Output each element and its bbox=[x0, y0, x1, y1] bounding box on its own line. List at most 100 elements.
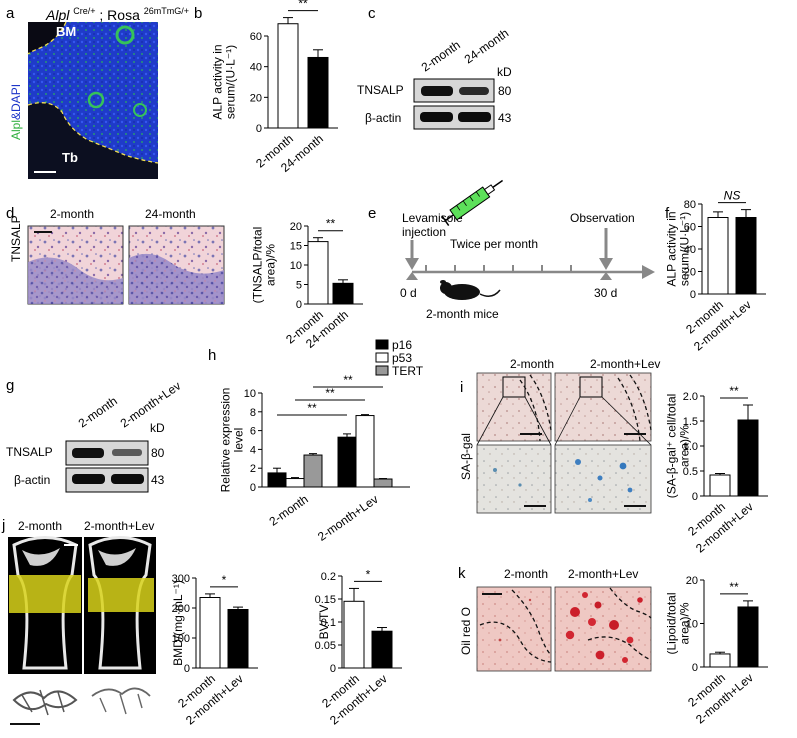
panel-e-injection-line2: injection bbox=[402, 225, 446, 239]
bar-j2-2-month bbox=[343, 600, 365, 669]
panel-a-green-vessel bbox=[115, 25, 135, 45]
bar-d-2-month bbox=[307, 241, 329, 305]
panel-a-label-tb: Tb bbox=[62, 150, 78, 165]
panel-k: k 2-month 2-month+Lev Oil red O bbox=[458, 565, 652, 672]
panel-a-label-bm: BM bbox=[56, 24, 76, 39]
significance-label-j2: * bbox=[366, 567, 371, 581]
panel-d-img-title-1: 2-month bbox=[50, 207, 94, 221]
panel-e-end: 30 d bbox=[594, 286, 617, 300]
y-tick-label-i: 2.0 bbox=[683, 391, 698, 403]
panel-c-row-label-2: β-actin bbox=[365, 111, 401, 125]
panel-k-row-label: Oil red O bbox=[459, 607, 473, 655]
panel-g-band bbox=[111, 474, 144, 484]
panel-j-roi bbox=[9, 575, 81, 613]
panel-a-title-sup1: Cre/+ bbox=[73, 6, 95, 16]
panel-c: c 2-month 24-month kD TNSALP β-actin 80 … bbox=[357, 5, 512, 130]
y-tick-label-h: 2 bbox=[250, 463, 256, 475]
panel-g-band bbox=[72, 448, 104, 458]
panel-letter-f: f bbox=[665, 205, 670, 222]
panel-e-start: 0 d bbox=[400, 286, 417, 300]
y-tick-label-b: 60 bbox=[250, 31, 262, 43]
y-tick-label-j2: 0.05 bbox=[315, 640, 336, 652]
panel-k-image-lev bbox=[554, 586, 652, 672]
panel-g-kd-1: 80 bbox=[151, 446, 165, 460]
y-axis-label-d: area)/% bbox=[264, 244, 278, 286]
panel-c-row-label-1: TNSALP bbox=[357, 83, 404, 97]
panel-c-kd-1: 80 bbox=[498, 84, 512, 98]
y-tick-label-k: 0 bbox=[692, 662, 698, 674]
chart-j1: 0100200300BMD/(mg·mL⁻¹)2-month2-month+Le… bbox=[171, 573, 258, 728]
panel-c-lane-label-1: 2-month bbox=[419, 38, 463, 75]
y-tick-label-h: 6 bbox=[250, 426, 256, 438]
y-axis-label-b: serum/(U·L⁻¹) bbox=[224, 45, 238, 119]
panel-letter-k: k bbox=[458, 565, 466, 582]
panel-a-bm-region bbox=[28, 22, 66, 54]
bar-h-TERT-1 bbox=[373, 478, 393, 488]
panel-c-band bbox=[459, 87, 489, 95]
panel-c-blot-1 bbox=[413, 78, 495, 103]
bar-d-24-month bbox=[332, 282, 354, 305]
significance-label-j1: * bbox=[222, 573, 227, 587]
y-tick-label-h: 0 bbox=[250, 482, 256, 494]
significance-label-h: ** bbox=[325, 386, 335, 400]
legend-swatch-p53 bbox=[375, 352, 389, 363]
panel-d-marrow bbox=[129, 253, 224, 304]
panel-e-observation-arrowhead bbox=[599, 258, 613, 270]
y-tick-label-d: 15 bbox=[290, 241, 302, 253]
panel-letter-e: e bbox=[368, 205, 376, 222]
panel-g-kd-label: kD bbox=[150, 421, 165, 435]
legend-swatch-p16 bbox=[375, 339, 389, 350]
panel-k-image-2month bbox=[476, 586, 552, 672]
panel-k-img-title-1: 2-month bbox=[504, 567, 548, 581]
significance-label-f: NS bbox=[724, 189, 741, 203]
bar-h-p53-0 bbox=[285, 478, 305, 488]
panel-k-img-title-2: 2-month+Lev bbox=[568, 567, 638, 581]
y-tick-label-i: 0 bbox=[692, 491, 698, 503]
panel-a-bm-boundary bbox=[27, 21, 67, 55]
panel-d-marrow bbox=[28, 257, 123, 304]
panel-a-green-vessel bbox=[133, 103, 147, 117]
bar-i-2-month bbox=[709, 474, 731, 497]
panel-a-ylabel-dapi: &DAPI bbox=[9, 84, 23, 120]
bar-i-2-month+Lev bbox=[737, 419, 759, 497]
panel-letter-g: g bbox=[6, 377, 14, 394]
panel-c-band bbox=[420, 112, 453, 122]
y-tick-label-d: 10 bbox=[290, 260, 302, 272]
panel-c-band bbox=[458, 112, 491, 122]
significance-label-k: ** bbox=[729, 580, 739, 594]
y-tick-label-b: 40 bbox=[250, 62, 262, 74]
y-tick-label-h: 10 bbox=[244, 388, 256, 400]
panel-i-img-title-1: 2-month bbox=[510, 357, 554, 371]
syringe-icon bbox=[441, 179, 504, 226]
panel-i-image-2month-top bbox=[476, 372, 552, 442]
significance-label-h: ** bbox=[307, 401, 317, 415]
y-tick-label-j2: 0.1 bbox=[321, 617, 336, 629]
panel-letter-b: b bbox=[194, 5, 202, 22]
y-tick-label-i: 1.5 bbox=[683, 416, 698, 428]
bar-j1-2-month bbox=[199, 597, 221, 669]
panel-a-title-gene: Alpl bbox=[45, 7, 70, 23]
x-tick-label-h: 2-month+Lev bbox=[315, 492, 381, 544]
x-tick-label-h: 2-month bbox=[267, 492, 311, 529]
y-tick-label-b: 0 bbox=[256, 123, 262, 135]
significance-label-b: ** bbox=[298, 0, 308, 11]
panel-a-title: Alpl Cre/+ ; Rosa 26mTmG/+ bbox=[45, 1, 189, 23]
panel-d-row-label: TNSALP bbox=[9, 215, 23, 262]
panel-e-mice: 2-month mice bbox=[426, 307, 499, 321]
panel-e-frequency: Twice per month bbox=[450, 237, 538, 251]
y-axis-label-f: serum/(U·L⁻¹) bbox=[678, 212, 692, 286]
y-tick-label-h: 4 bbox=[250, 444, 256, 456]
legend-label-p53: p53 bbox=[392, 351, 412, 365]
significance-label-i: ** bbox=[729, 384, 739, 398]
panel-a-green-vessel bbox=[87, 91, 105, 109]
y-tick-label-d: 5 bbox=[296, 280, 302, 292]
bar-h-p16-0 bbox=[267, 472, 287, 488]
y-tick-label-i: 1.0 bbox=[683, 441, 698, 453]
significance-label-h: ** bbox=[343, 373, 353, 387]
bar-f-2-month+Lev bbox=[735, 217, 757, 295]
bar-k-2-month bbox=[709, 653, 731, 668]
panel-e-observation: Observation bbox=[570, 211, 635, 225]
